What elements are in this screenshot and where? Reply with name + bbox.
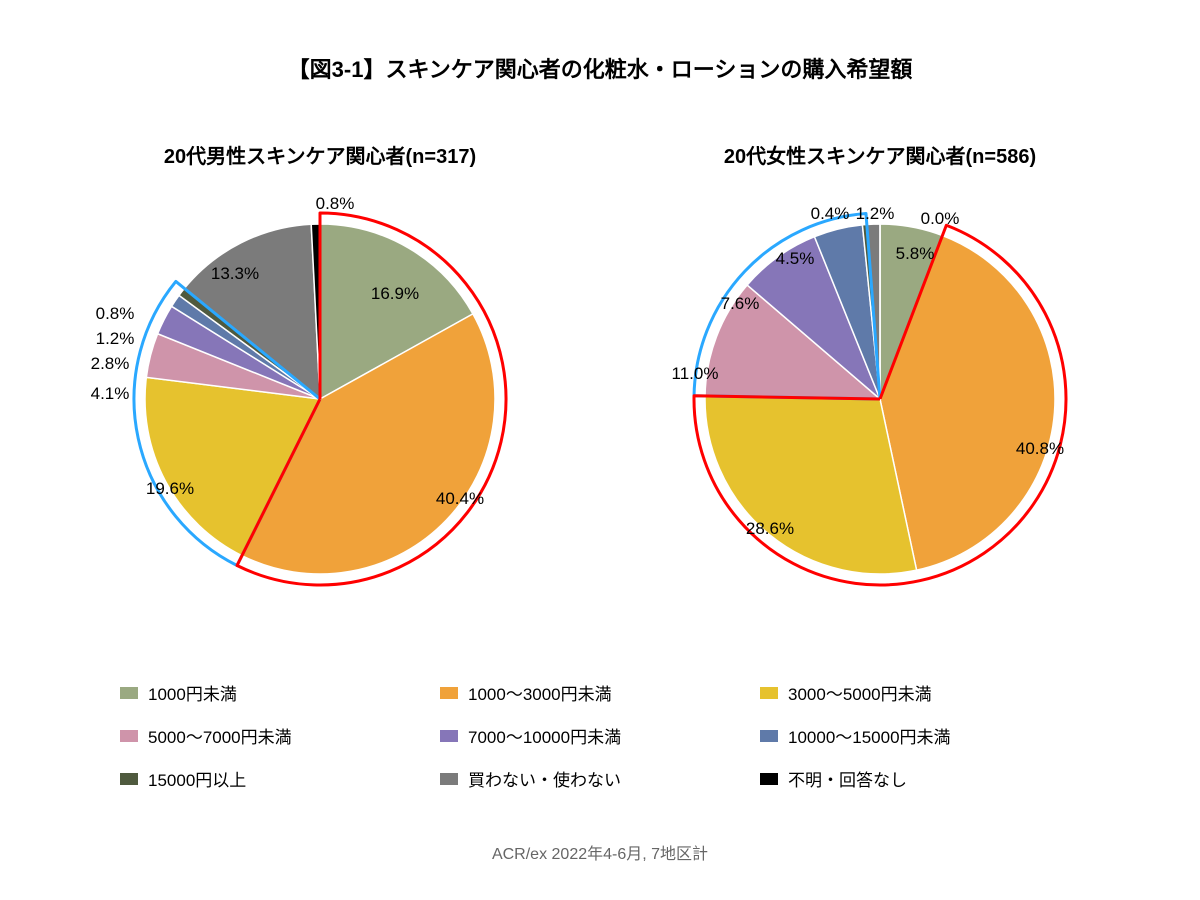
legend-swatch [120, 730, 138, 742]
slice-label: 5.8% [896, 244, 935, 264]
legend-swatch [440, 730, 458, 742]
slice-label: 0.0% [921, 209, 960, 229]
chart-male-pie: 16.9% 40.4% 19.6% 4.1% 2.8% 1.2% 0.8% 13.3% 0.8% [60, 179, 580, 619]
chart-male-title: 20代男性スキンケア関心者(n=317) [60, 140, 580, 169]
legend: 1000円未満 1000～3000円未満 3000～5000円未満 5000～7000… [120, 680, 1080, 809]
chart-female-title: 20代女性スキンケア関心者(n=586) [620, 140, 1140, 169]
legend-row: 15000円以上 買わない・使わない 不明・回答なし [120, 766, 1080, 791]
chart-female: 20代女性スキンケア関心者(n=586) 5.8% 40.8% 28.6% 11.0%… [620, 140, 1140, 619]
legend-label: 7000～10000円未満 [468, 723, 621, 748]
page-title: 【図3-1】スキンケア関心者の化粧水・ローションの購入希望額 [0, 52, 1200, 84]
legend-label: 1000～3000円未満 [468, 680, 612, 705]
footnote: ACR/ex 2022年4-6月, 7地区計 [0, 840, 1200, 864]
legend-item: 15000円以上 [120, 766, 440, 791]
legend-label: 5000～7000円未満 [148, 723, 292, 748]
slice-label: 40.8% [1016, 439, 1064, 459]
pie-slice [705, 396, 917, 574]
pie-svg [60, 179, 580, 619]
slice-label: 2.8% [91, 354, 130, 374]
legend-swatch [120, 687, 138, 699]
chart-male: 20代男性スキンケア関心者(n=317) 16.9% 40.4% 19.6% 4.1%… [60, 140, 580, 619]
legend-item: 5000～7000円未満 [120, 723, 440, 748]
legend-item: 1000～3000円未満 [440, 680, 760, 705]
slice-label: 0.4% [811, 204, 850, 224]
slice-label: 0.8% [96, 304, 135, 324]
slice-label: 7.6% [721, 294, 760, 314]
legend-swatch [760, 773, 778, 785]
pie-svg [620, 179, 1140, 619]
legend-swatch [440, 773, 458, 785]
slice-label: 1.2% [856, 204, 895, 224]
slice-label: 1.2% [96, 329, 135, 349]
legend-swatch [440, 687, 458, 699]
slice-label: 40.4% [436, 489, 484, 509]
chart-female-pie: 5.8% 40.8% 28.6% 11.0% 7.6% 4.5% 0.4% 1.2% 0.0% [620, 179, 1140, 619]
slice-label: 0.8% [316, 194, 355, 214]
slice-label: 4.5% [776, 249, 815, 269]
chart-area: 20代男性スキンケア関心者(n=317) 16.9% 40.4% 19.6% 4.1%… [60, 140, 1140, 640]
legend-label: 不明・回答なし [788, 766, 907, 791]
legend-swatch [760, 730, 778, 742]
legend-item: 10000～15000円未満 [760, 723, 1080, 748]
legend-label: 15000円以上 [148, 766, 246, 791]
legend-swatch [120, 773, 138, 785]
legend-item: 1000円未満 [120, 680, 440, 705]
legend-item: 不明・回答なし [760, 766, 1080, 791]
legend-row: 5000～7000円未満 7000～10000円未満 10000～15000円未満 [120, 723, 1080, 748]
slice-label: 19.6% [146, 479, 194, 499]
legend-swatch [760, 687, 778, 699]
legend-item: 3000～5000円未満 [760, 680, 1080, 705]
slice-label: 28.6% [746, 519, 794, 539]
legend-item: 買わない・使わない [440, 766, 760, 791]
slice-label: 13.3% [211, 264, 259, 284]
legend-row: 1000円未満 1000～3000円未満 3000～5000円未満 [120, 680, 1080, 705]
legend-label: 3000～5000円未満 [788, 680, 932, 705]
legend-item: 7000～10000円未満 [440, 723, 760, 748]
page: 【図3-1】スキンケア関心者の化粧水・ローションの購入希望額 20代男性スキンケ… [0, 0, 1200, 900]
slice-label: 11.0% [672, 364, 719, 384]
legend-label: 1000円未満 [148, 680, 237, 705]
slice-label: 4.1% [91, 384, 130, 404]
slice-label: 16.9% [371, 284, 419, 304]
legend-label: 買わない・使わない [468, 766, 621, 791]
legend-label: 10000～15000円未満 [788, 723, 951, 748]
